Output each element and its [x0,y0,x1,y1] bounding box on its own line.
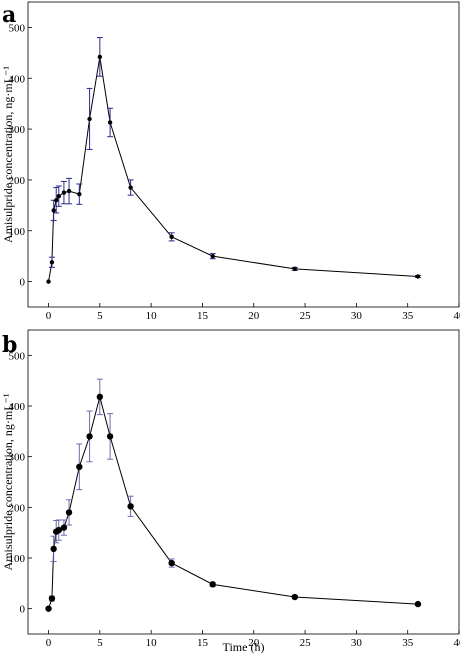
y-tick-label: 500 [9,22,26,34]
data-point [168,559,175,567]
data-point [54,198,59,203]
data-point [106,433,114,440]
y-tick-label: 200 [9,175,26,187]
data-point [87,116,92,122]
data-point [55,526,62,534]
y-axis-title: Amisulpride concentration, ng·mL⁻¹ [1,66,15,243]
x-tick-label: 25 [300,310,312,322]
x-tick-label: 0 [46,310,52,322]
data-point [96,393,104,401]
x-tick-label: 15 [197,637,209,649]
y-tick-label: 300 [9,452,26,464]
data-point [45,605,52,612]
data-point [60,524,68,531]
data-point [128,185,133,190]
data-point [77,191,82,197]
data-point [86,433,93,440]
x-tick-label: 10 [146,637,158,649]
data-point [51,208,56,213]
x-tick-label: 30 [351,310,363,322]
panel-a: a 0 100 200 300 400 500 0 5 10 15 20 25 30 35 40 Amisulp… [1,1,460,322]
y-tick-label: 0 [20,277,26,289]
x-axis-title: Time (h) [223,640,265,654]
x-tick-label: 35 [402,637,414,649]
data-point [415,274,421,279]
y-tick-label: 400 [9,73,26,85]
series-line [48,394,418,609]
data-point [48,595,56,602]
x-tick-label: 30 [351,637,363,649]
panel-letter: a [2,2,16,28]
x-tick-label: 20 [248,310,260,322]
data-point [127,503,134,510]
x-tick-label: 15 [197,310,209,322]
x-tick-label: 25 [300,637,312,649]
x-tick-label: 40 [454,310,460,322]
y-tick-label: 400 [9,401,26,413]
plot-frame [27,1,460,308]
x-tick-label: 5 [97,637,103,649]
data-point [107,120,113,125]
data-point [46,279,51,284]
data-point [61,190,67,195]
y-axis-title: Amisulpride concentration, ng·mL⁻¹ [1,393,15,570]
data-point [66,188,72,194]
data-point [210,253,215,259]
panel-b: b 0 100 200 300 400 500 0 5 10 15 20 25 30 35 40 Amisulp… [1,329,460,654]
data-point [292,266,298,272]
data-point [169,234,174,240]
x-tick-label: 40 [454,637,460,649]
data-point [49,260,55,265]
data-point [76,463,83,470]
x-tick-label: 10 [146,310,158,322]
y-tick-label: 100 [9,553,26,565]
data-point [209,581,216,588]
x-tick-label: 5 [97,310,103,322]
x-tick-label: 35 [402,310,414,322]
series-line [48,56,418,282]
data-point [50,545,57,553]
data-point [291,593,299,601]
data-point [56,193,61,199]
y-tick-label: 0 [20,604,26,616]
y-tick-label: 100 [9,226,26,238]
x-tick-label: 0 [46,637,52,649]
y-tick-label: 500 [9,350,26,362]
data-point [414,600,422,608]
panel-letter: b [2,332,17,358]
y-tick-label: 200 [9,502,26,514]
plot-frame [27,329,460,635]
x-tick-label: 20 [248,637,260,649]
data-point [65,509,73,516]
data-point [97,54,103,60]
y-tick-label: 300 [9,124,26,136]
